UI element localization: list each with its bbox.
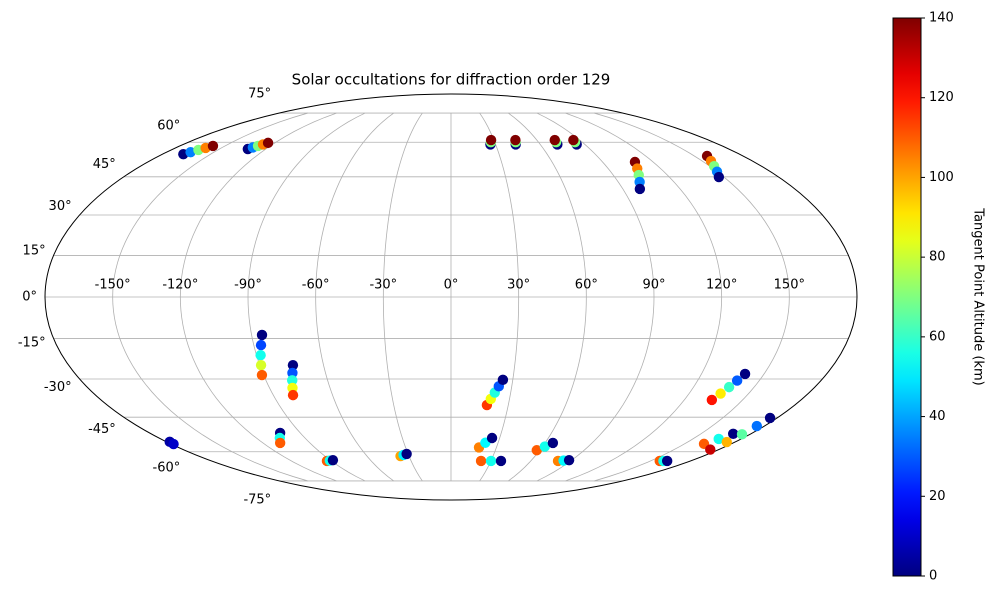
point (727, 428, 739, 440)
point (706, 394, 718, 406)
x-tick-label: -60° (302, 278, 330, 293)
point (475, 455, 487, 467)
y-tick-label: 60° (157, 119, 180, 134)
y-tick-label: -75° (243, 492, 271, 507)
y-tick-label: 15° (23, 244, 46, 259)
colorbar-tick-label: 0 (929, 569, 937, 584)
colorbar-tick-label: 80 (929, 250, 946, 265)
grid-line (247, 112, 366, 482)
x-tick-label: 150° (774, 278, 805, 293)
point (510, 134, 521, 146)
grid-line (179, 112, 337, 482)
point (485, 134, 497, 146)
point (661, 455, 673, 467)
point (287, 389, 299, 401)
point (185, 146, 196, 158)
x-tick-label: 60° (575, 278, 598, 293)
y-tick-label: 75° (248, 87, 271, 102)
point (327, 454, 339, 466)
point (713, 171, 725, 183)
point (723, 381, 735, 393)
point (255, 339, 267, 351)
point (539, 441, 551, 452)
point (736, 429, 748, 440)
grid-line (565, 112, 723, 482)
point (287, 375, 298, 386)
y-tick-label: -45° (88, 422, 116, 437)
colorbar-tick-label: 20 (929, 489, 946, 504)
colorbar-tick-label: 60 (929, 329, 946, 344)
point (287, 367, 298, 379)
y-tick-label: 30° (49, 199, 72, 214)
point (764, 412, 776, 424)
point (739, 368, 751, 380)
grid-line (315, 112, 394, 482)
point (274, 437, 286, 449)
point (401, 448, 412, 460)
colorbar-tick-label: 140 (929, 11, 954, 26)
grid-line (479, 112, 520, 482)
x-tick-label: 0° (444, 278, 459, 293)
grid-line (382, 112, 423, 482)
y-tick-label: -15° (18, 335, 46, 350)
point (715, 388, 726, 399)
point (713, 433, 724, 445)
y-tick-label: 45° (93, 157, 116, 172)
point (568, 134, 579, 146)
point (721, 436, 732, 448)
point (262, 137, 274, 149)
grid-line (536, 112, 655, 482)
colorbar (892, 17, 922, 577)
point (563, 454, 575, 466)
point (751, 420, 763, 432)
point (531, 445, 542, 456)
x-tick-label: -150° (95, 278, 131, 293)
point (549, 134, 560, 146)
point (256, 329, 268, 341)
point (255, 359, 267, 371)
x-tick-label: 30° (507, 278, 530, 293)
point (497, 374, 509, 385)
point (486, 432, 498, 444)
x-tick-label: 120° (706, 278, 737, 293)
point (547, 437, 559, 449)
point (287, 359, 299, 371)
colorbar-label: Tangent Point Altitude (km) (971, 207, 986, 385)
x-tick-label: 90° (642, 278, 665, 293)
colorbar-tick-label: 120 (929, 90, 954, 105)
chart-title: Solar occultations for diffraction order… (292, 71, 611, 89)
point (168, 438, 179, 450)
y-tick-label: -30° (44, 380, 72, 395)
colorbar-tick-label: 40 (929, 409, 946, 424)
point (256, 369, 268, 381)
colorbar-tick-label: 100 (929, 170, 954, 185)
y-tick-label: 0° (22, 290, 37, 305)
point (255, 350, 266, 361)
point (705, 444, 716, 455)
point (207, 140, 219, 152)
y-tick-label: -60° (153, 460, 181, 475)
x-tick-label: -120° (162, 278, 198, 293)
point (634, 183, 646, 195)
map-outline (44, 93, 858, 501)
point (485, 455, 497, 467)
point (495, 455, 507, 467)
x-tick-label: -90° (234, 278, 262, 293)
grid-line (112, 112, 308, 482)
grid-line (508, 112, 587, 482)
x-tick-label: -30° (369, 278, 397, 293)
point (731, 375, 743, 386)
